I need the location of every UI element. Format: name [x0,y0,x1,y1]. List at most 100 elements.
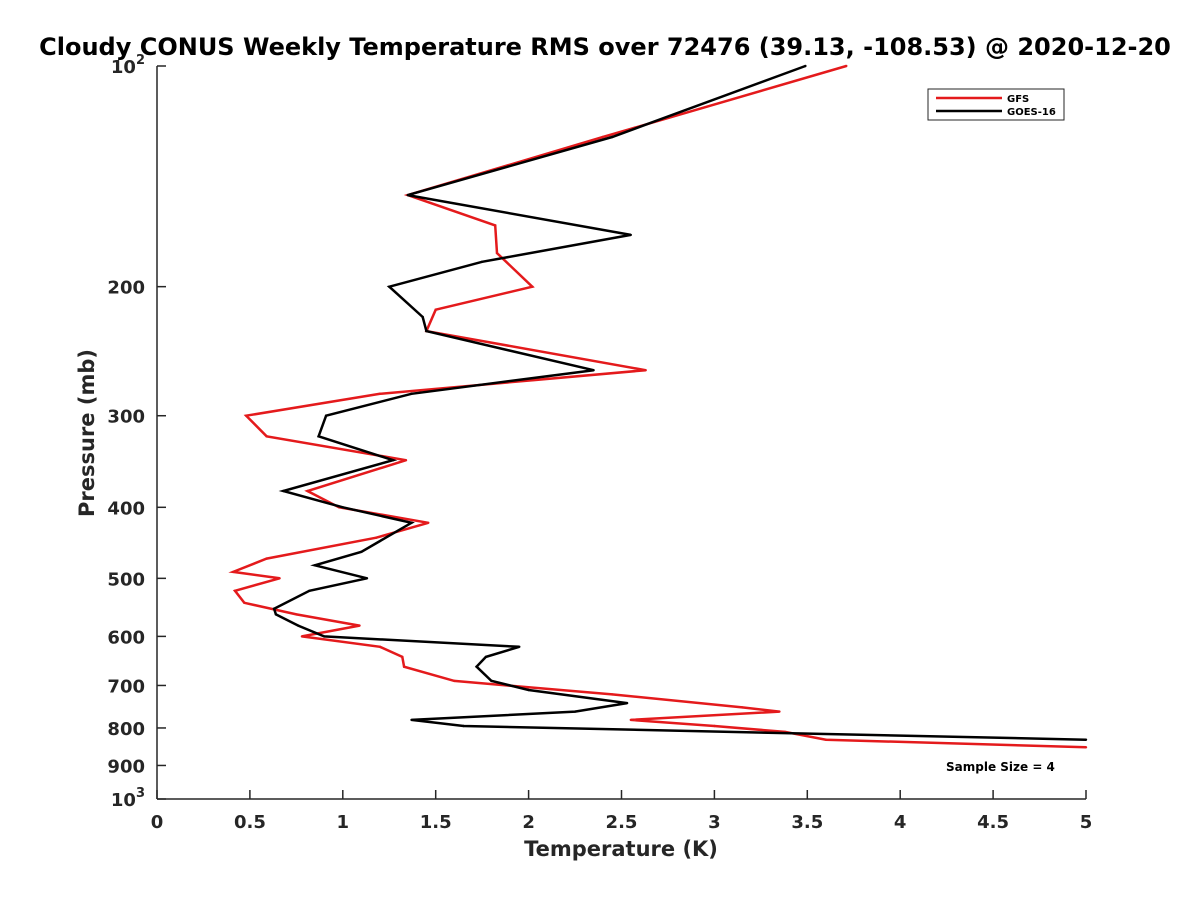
data-point-goes16 [625,701,629,705]
data-point-gfs [824,738,828,741]
series-layer [228,64,1088,749]
y-tick-label: 300 [107,407,145,428]
x-tick-label: 4 [894,812,907,833]
y-tick-label: 103 [111,786,145,811]
data-point-gfs [404,459,408,462]
data-point-goes16 [297,624,300,627]
data-point-goes16 [388,285,391,288]
data-point-gfs [1084,746,1088,749]
data-point-gfs [629,718,632,722]
x-ticks: 0 0.5 1 1.5 2 2.5 3 3.5 4 4.5 5 [151,790,1093,833]
data-point-goes16 [406,193,409,197]
y-tick-label: 102 [111,53,145,78]
data-point-goes16 [391,459,395,462]
data-point-goes16 [272,607,276,610]
data-point-goes16 [274,613,278,616]
data-point-goes16 [313,564,317,567]
data-point-gfs [378,392,382,395]
data-point-goes16 [323,635,326,638]
data-point-gfs [245,414,248,417]
data-point-gfs [434,308,437,311]
data-point-goes16 [308,589,311,592]
data-point-gfs [845,64,848,68]
data-point-gfs [741,706,744,709]
data-point-goes16 [484,655,488,659]
data-point-gfs [611,693,614,696]
y-tick-label: 600 [107,627,145,648]
x-tick-label: 3.5 [791,812,823,833]
data-point-goes16 [410,521,413,524]
legend-box [927,88,1065,121]
sample-size-annotation: Sample Size = 4 [946,760,1055,774]
x-tick-label: 1 [337,812,350,833]
data-point-goes16 [317,435,320,438]
data-point-gfs [265,557,268,560]
data-point-gfs [233,589,237,592]
data-point-goes16 [360,550,363,553]
data-point-goes16 [425,329,428,333]
data-point-goes16 [573,710,577,713]
data-point-gfs [232,570,235,574]
data-point-goes16 [324,414,328,417]
y-axis-label: Pressure (mb) [75,349,99,517]
data-point-gfs [495,251,499,255]
x-tick-label: 0.5 [234,812,266,833]
x-tick-label: 4.5 [977,812,1009,833]
data-point-gfs [713,724,716,728]
data-point-gfs [427,521,430,524]
data-point-gfs [300,635,304,638]
y-tick-label: 500 [107,569,145,590]
data-point-gfs [453,679,456,683]
data-point-goes16 [518,645,521,648]
y-tick-label: 900 [107,756,145,777]
series-line-goes16 [272,64,1087,741]
x-tick-label: 5 [1080,812,1093,833]
data-point-gfs [402,665,406,668]
x-axis-label: Temperature (K) [524,837,718,861]
y-tick-label: 200 [107,278,145,299]
chart-title: Cloudy CONUS Weekly Temperature RMS over… [39,33,1171,61]
data-point-goes16 [410,718,413,722]
data-point-goes16 [462,724,465,728]
data-point-goes16 [592,369,595,372]
data-point-gfs [243,601,246,604]
x-tick-label: 2 [522,812,535,833]
axes [156,66,1086,800]
data-point-goes16 [611,135,614,139]
data-point-goes16 [480,260,484,263]
x-tick-label: 1.5 [420,812,452,833]
y-ticks: 102 200 300 400 500 600 700 800 900 103 [107,53,166,811]
legend-label-goes16: GOES-16 [1007,107,1056,118]
data-point-goes16 [475,665,478,668]
data-point-gfs [494,224,497,227]
data-point-gfs [265,435,268,438]
y-tick-label: 800 [107,719,145,740]
data-point-gfs [644,369,647,372]
legend-label-gfs: GFS [1007,94,1029,105]
y-tick-label: 400 [107,498,145,519]
legend: GFS GOES-16 [927,88,1065,121]
data-point-gfs [401,655,404,659]
y-tick-label: 700 [107,676,145,697]
data-point-goes16 [365,577,369,580]
data-point-gfs [358,624,361,627]
data-point-goes16 [421,315,424,319]
x-tick-label: 2.5 [606,812,638,833]
data-point-gfs [375,536,378,539]
x-tick-label: 3 [708,812,721,833]
data-point-goes16 [629,233,632,237]
data-point-goes16 [1084,738,1088,741]
data-point-gfs [306,489,309,493]
data-point-goes16 [341,506,344,509]
data-point-gfs [778,710,781,713]
data-point-gfs [531,285,534,288]
data-point-gfs [295,613,298,616]
data-point-goes16 [490,679,493,683]
data-point-goes16 [527,688,530,692]
data-point-goes16 [282,489,285,493]
data-point-gfs [601,135,605,139]
data-point-gfs [378,645,382,648]
data-point-goes16 [410,392,413,395]
x-tick-label: 0 [151,812,164,833]
